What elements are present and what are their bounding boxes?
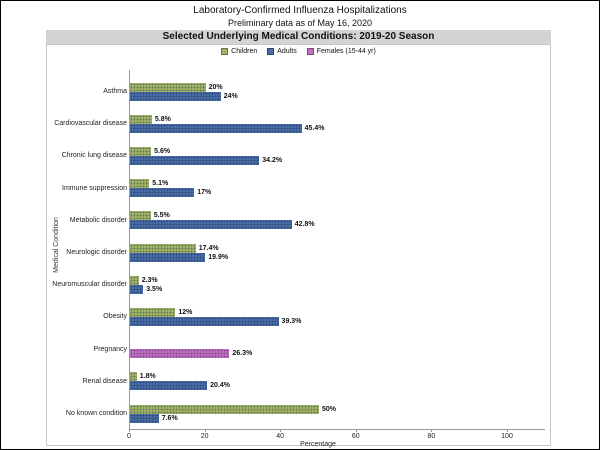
bar-adults xyxy=(130,91,221,101)
bar-value-label: 5.1% xyxy=(152,180,169,188)
category-label: Asthma xyxy=(103,88,127,95)
bar-adults xyxy=(130,220,292,230)
bar-children xyxy=(130,211,151,221)
legend-label: Children xyxy=(231,48,258,55)
legend-item-females: Females (15-44 yr) xyxy=(306,48,376,55)
x-tick-label: 0 xyxy=(127,433,131,440)
bar-value-label: 42.8% xyxy=(294,221,315,229)
bar-adults xyxy=(130,188,195,198)
bar-value-label: 5.6% xyxy=(154,147,171,155)
bar-children xyxy=(130,275,139,285)
bar-value-label: 2.3% xyxy=(141,276,158,284)
bar-value-label: 5.8% xyxy=(154,115,171,123)
bar-value-label: 19.9% xyxy=(208,253,229,261)
bar-value-label: 20% xyxy=(208,83,223,91)
bar-adults xyxy=(130,316,279,326)
legend: Children Adults Females (15-44 yr) xyxy=(47,48,550,55)
bar-children xyxy=(130,404,319,414)
x-tick xyxy=(204,429,206,432)
x-tick xyxy=(507,429,508,432)
legend-label: Adults xyxy=(277,48,297,55)
legend-item-adults: Adults xyxy=(267,48,297,55)
bar-children xyxy=(130,307,176,317)
chart-title: Laboratory-Confirmed Influenza Hospitali… xyxy=(193,5,407,16)
bar-value-label: 5.5% xyxy=(153,212,170,220)
legend-swatch-children xyxy=(221,48,229,55)
category-label: Pregnancy xyxy=(93,345,127,353)
category-label: Neuromuscular disorder xyxy=(52,281,127,289)
bar-children xyxy=(130,372,137,382)
x-tick-label: 80 xyxy=(427,433,436,440)
bar-children xyxy=(130,146,152,156)
x-axis-line xyxy=(129,429,545,430)
bar-value-label: 24% xyxy=(223,92,238,100)
bar-adults xyxy=(130,413,159,423)
legend-item-children: Children xyxy=(221,48,257,55)
bar-value-label: 45.4% xyxy=(304,124,325,132)
bar-value-label: 39.3% xyxy=(281,317,302,325)
category-label: No known condition xyxy=(65,410,127,417)
bar-value-label: 34.2% xyxy=(262,156,283,164)
y-axis-line xyxy=(129,70,130,429)
bar-children xyxy=(130,114,152,124)
category-label: Obesity xyxy=(103,313,127,321)
legend-label: Females (15-44 yr) xyxy=(316,48,376,55)
bar-value-label: 17.4% xyxy=(198,244,219,252)
x-tick-label: 40 xyxy=(276,433,285,440)
bar-adults xyxy=(130,284,144,294)
bar-value-label: 26.3% xyxy=(232,350,253,358)
bar-children xyxy=(130,82,206,92)
x-tick xyxy=(431,429,433,432)
x-tick xyxy=(129,429,130,432)
legend-swatch-females xyxy=(306,48,314,55)
bar-value-label: 20.4% xyxy=(210,382,230,390)
bar-value-label: 3.5% xyxy=(146,285,163,293)
category-label: Metabolic disorder xyxy=(69,216,127,224)
legend-swatch-adults xyxy=(267,48,275,55)
category-label: Cardiovascular disease xyxy=(54,120,127,128)
plot-frame: Children Adults Females (15-44 yr) Medical… xyxy=(46,44,551,448)
bar-adults xyxy=(130,123,302,133)
x-axis-label: Percentage xyxy=(300,441,336,448)
bar-value-label: 17% xyxy=(197,189,212,197)
bar-females xyxy=(130,349,230,359)
category-label: Chronic lung disease xyxy=(61,152,127,160)
category-label: Immune suppression xyxy=(62,184,127,192)
x-tick xyxy=(355,429,357,432)
bar-value-label: 1.8% xyxy=(139,373,156,381)
bar-adults xyxy=(130,252,206,262)
chart-banner: Selected Underlying Medical Conditions: … xyxy=(46,30,551,44)
x-tick-label: 20 xyxy=(200,433,209,440)
bar-children xyxy=(130,179,150,189)
bar-adults xyxy=(130,155,260,165)
x-tick-label: 100 xyxy=(501,433,513,440)
plot-area: 0 20 40 60 80 100 Percentage Asthma 20% 24% Cardio… xyxy=(47,45,550,448)
chart-subtitle: Preliminary data as of May 16, 2020 xyxy=(227,18,373,28)
x-tick-label: 60 xyxy=(351,433,360,440)
x-tick xyxy=(280,429,282,432)
bar-value-label: 50% xyxy=(322,405,337,413)
category-label: Renal disease xyxy=(82,377,127,385)
bar-value-label: 12% xyxy=(178,308,193,316)
category-label: Neurologic disorder xyxy=(66,249,127,256)
bar-children xyxy=(130,243,196,253)
bar-value-label: 7.6% xyxy=(161,414,178,422)
bar-adults xyxy=(130,381,208,391)
